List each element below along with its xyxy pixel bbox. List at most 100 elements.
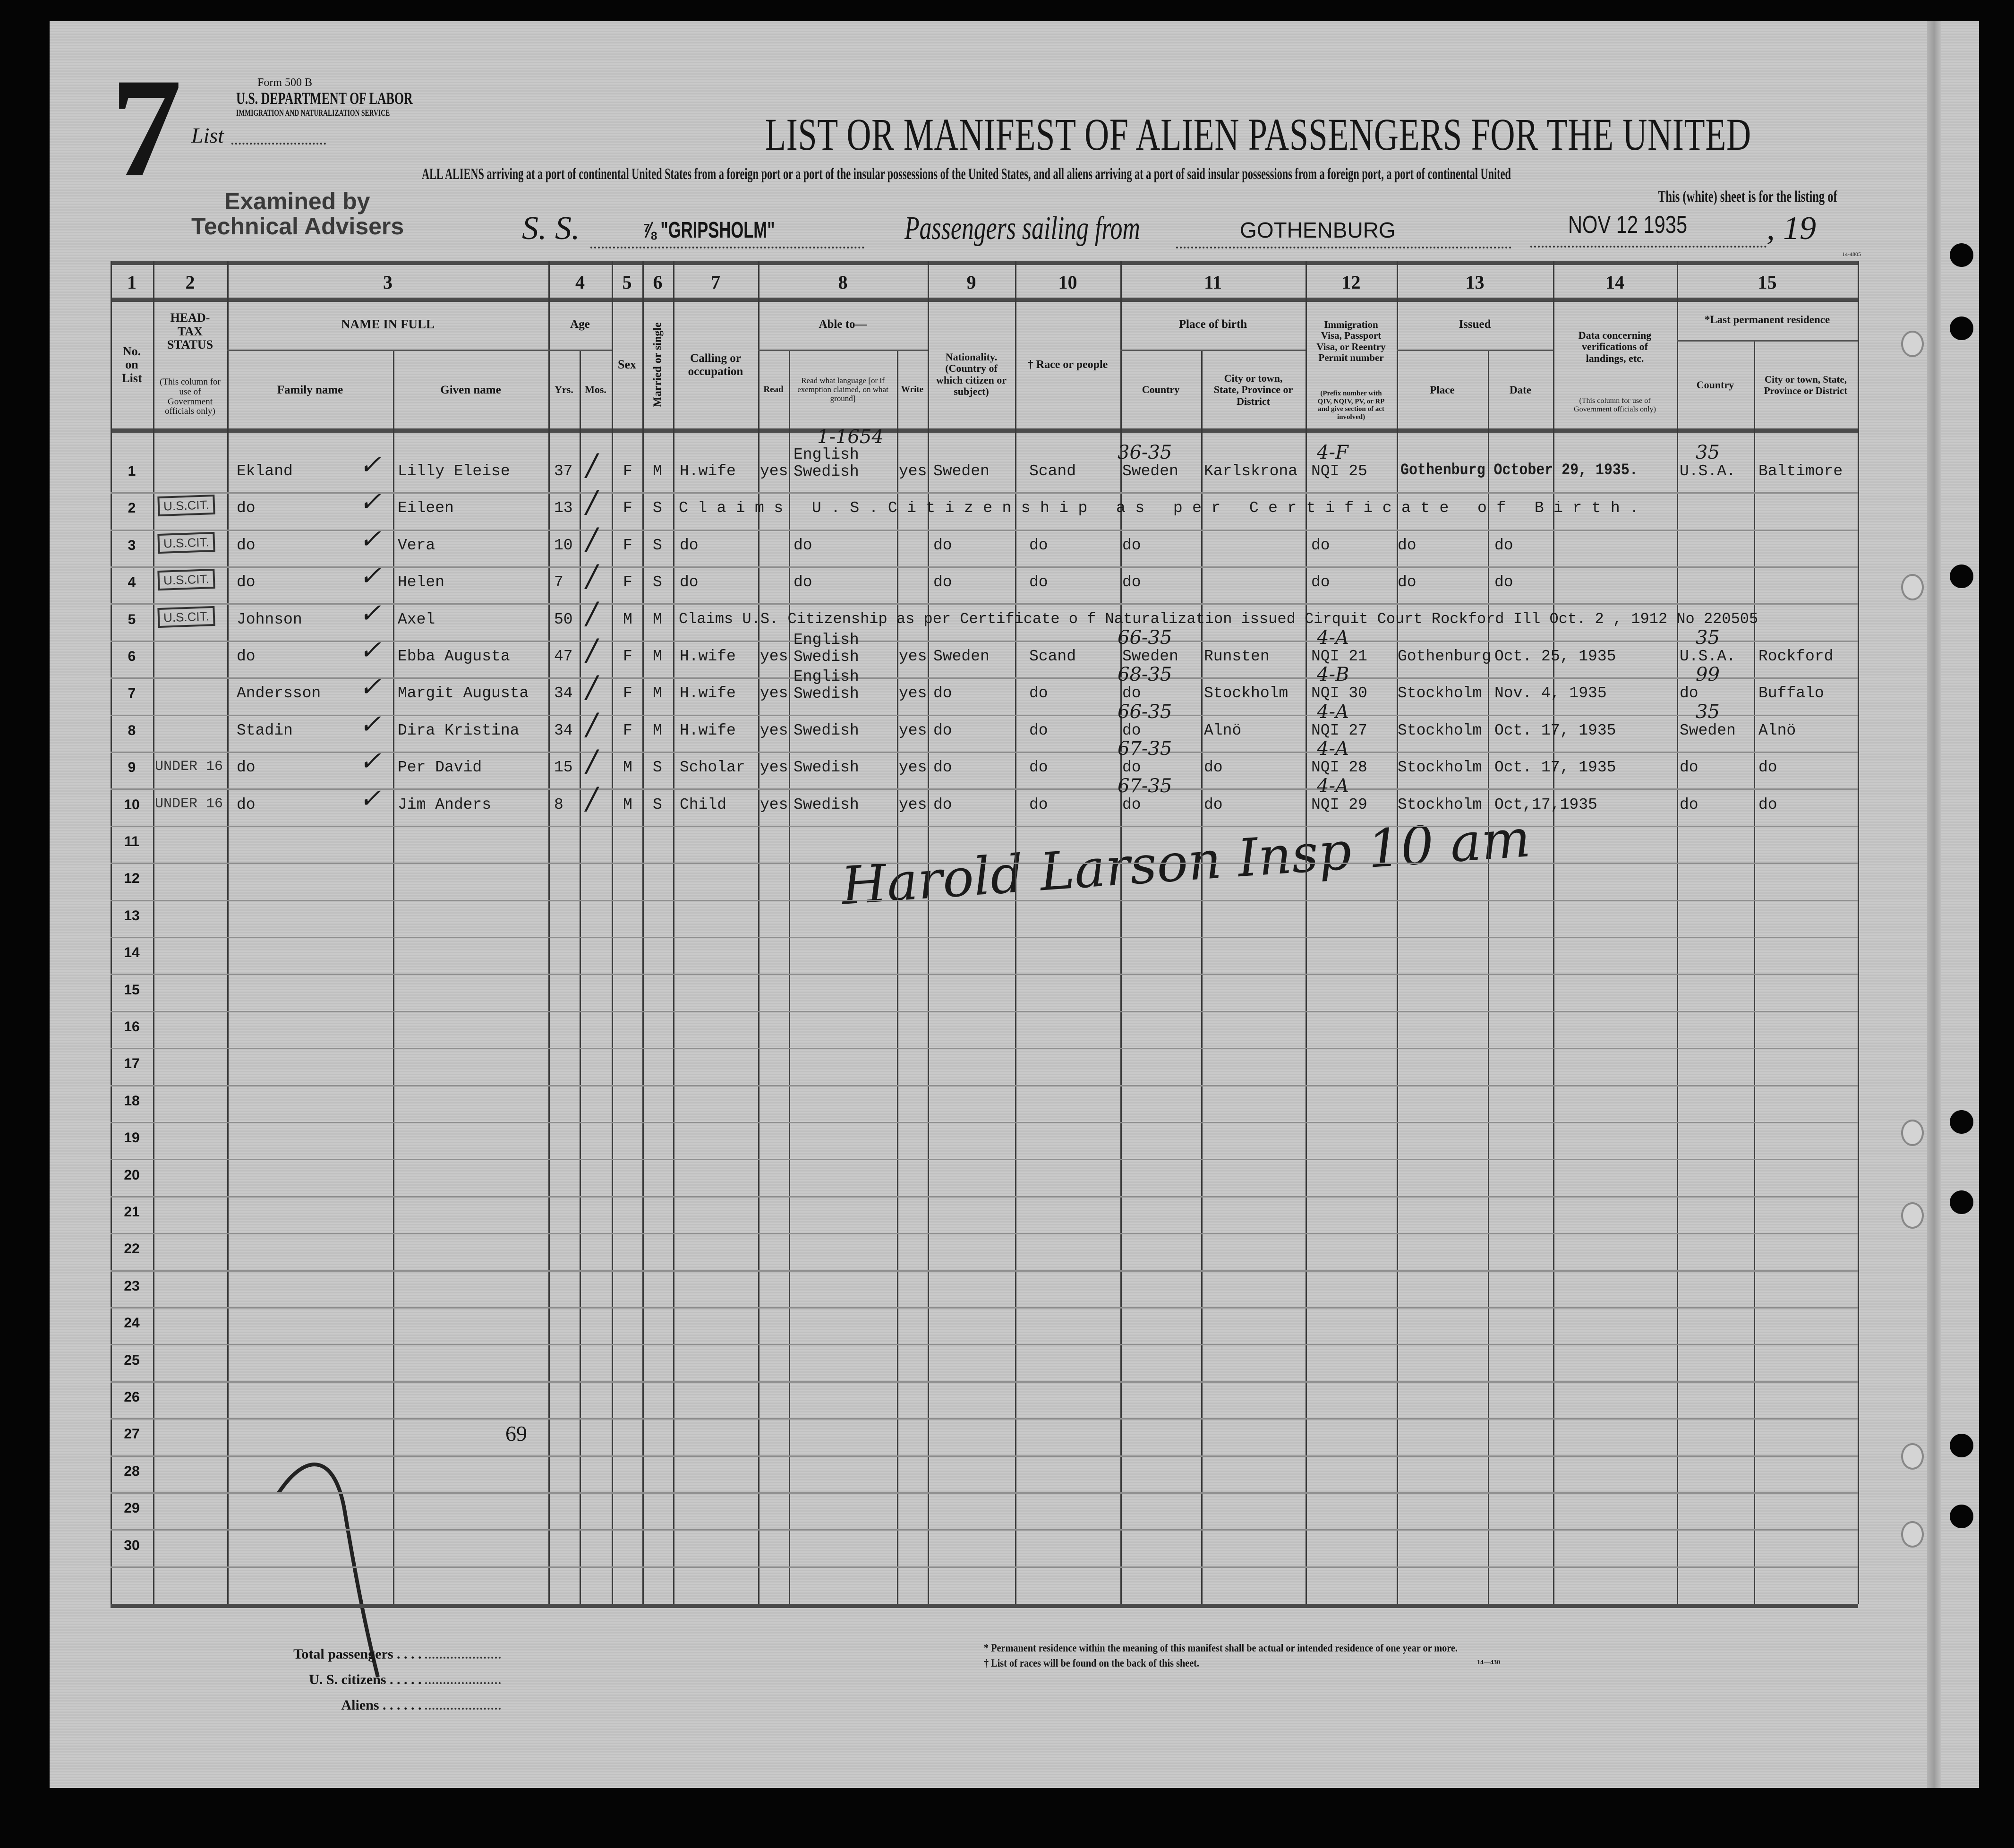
header-issued-place-text: Place — [1430, 384, 1455, 396]
cell-sex: F — [623, 536, 632, 554]
header-res-country: Country — [1677, 340, 1754, 430]
row-number: 21 — [124, 1204, 140, 1220]
table-bottom-rule — [111, 1604, 1858, 1608]
head-tax-stamp: U.S.CIT. — [157, 569, 215, 591]
row-number: 11 — [124, 834, 139, 849]
column-line — [548, 261, 550, 1604]
header-calling-text: Calling or occupation — [688, 352, 743, 378]
row-line — [111, 714, 1858, 716]
header-birth-city: City or town, State, Province or Distric… — [1201, 350, 1306, 430]
cell-sex: F — [623, 462, 632, 480]
row-number: 13 — [124, 907, 140, 924]
row-line — [111, 1233, 1858, 1235]
cell-yrs: 15 — [554, 759, 573, 777]
cell-given: Axel — [398, 610, 435, 628]
header-name-in-full: NAME IN FULL — [227, 299, 548, 350]
header-split-line — [1120, 350, 1306, 351]
check-mark-icon: ✓ — [359, 598, 381, 629]
row-line — [111, 788, 1858, 790]
column-number: 8 — [838, 272, 848, 293]
check-mark-icon: ✓ — [359, 635, 381, 666]
tally-slash-icon: / — [587, 781, 597, 816]
row-line — [111, 1048, 1858, 1050]
row-line — [111, 1492, 1858, 1494]
form-number: Form 500 B — [257, 77, 313, 89]
port-field — [1176, 246, 1511, 248]
column-subline — [1488, 350, 1489, 1604]
column-number: 15 — [1758, 272, 1777, 293]
row-line — [111, 1566, 1858, 1568]
header-res-city: City or town, State, Province or Distric… — [1754, 340, 1858, 430]
column-line — [1397, 261, 1398, 1604]
cell-family: do — [237, 536, 256, 554]
column-line — [227, 261, 229, 1604]
cell-birth-country: do — [1122, 573, 1141, 591]
header-split-line — [227, 350, 548, 351]
row-line — [111, 603, 1858, 605]
column-line — [1120, 261, 1122, 1604]
row-line — [111, 1381, 1858, 1383]
cell-visa: NQI 28 — [1311, 759, 1367, 777]
cell-issued-place: Stockholm — [1398, 721, 1482, 739]
page-fold — [1927, 21, 1941, 1788]
header-place-of-birth: Place of birth — [1120, 299, 1306, 350]
handwritten-note-visa: 4-A — [1317, 775, 1349, 797]
cell-nationality: do — [933, 536, 952, 554]
total-passengers-row: Total passengers . . . . — [189, 1642, 501, 1667]
cell-sex: F — [623, 684, 632, 702]
cell-birth-country: do — [1122, 796, 1141, 813]
list-number: 7 — [111, 49, 182, 206]
cell-remark: Claims U.S.Citizenship as per Certificat… — [679, 499, 1649, 517]
row-line — [111, 529, 1858, 531]
cell-given: Helen — [398, 573, 445, 591]
column-line — [758, 261, 760, 1604]
header-read-text: Read — [763, 385, 784, 395]
cell-visa: NQI 27 — [1311, 721, 1367, 739]
column-line — [612, 261, 613, 1604]
row-line — [111, 1455, 1858, 1457]
row-line — [111, 1529, 1858, 1531]
column-number: 6 — [653, 272, 663, 293]
row-line — [111, 1159, 1858, 1161]
column-number: 11 — [1204, 272, 1222, 293]
cell-sex: M — [623, 610, 632, 628]
column-subline — [580, 350, 581, 1604]
cell-language: Swedish — [794, 759, 859, 777]
cell-given: Dira Kristina — [398, 721, 520, 739]
check-mark-icon: ✓ — [359, 672, 381, 703]
cell-given: Vera — [398, 536, 435, 554]
cell-yrs: 47 — [554, 648, 573, 665]
column-number: 13 — [1465, 272, 1485, 293]
header-able-to: Able to— — [758, 299, 928, 350]
cell-issued-place: do — [1398, 573, 1417, 591]
header-mos: Mos. — [580, 350, 612, 430]
sheet-note: This (white) sheet is for the listing of — [1658, 188, 1837, 205]
row-number: 7 — [128, 685, 136, 702]
cell-given: Ebba Augusta — [398, 648, 510, 665]
cell-married: S — [653, 536, 662, 554]
row-line — [111, 1344, 1858, 1346]
header-head-tax-note: (This column for use of Government offic… — [153, 364, 227, 430]
cell-birth-city: Karlskrona — [1204, 462, 1298, 480]
cell-language: Swedish — [794, 796, 859, 813]
row-number: 25 — [124, 1352, 140, 1368]
cell-issued-date: do — [1494, 536, 1513, 554]
header-given-name: Given name — [393, 350, 548, 430]
cell-married: S — [653, 573, 662, 591]
cell-issued-date: Oct. 17, 1935 — [1494, 721, 1616, 739]
us-citizens-label: U. S. citizens — [309, 1672, 386, 1687]
total-passengers-label: Total passengers — [293, 1646, 393, 1662]
row-number: 6 — [128, 649, 136, 664]
handwritten-note-birth: 67-35 — [1118, 775, 1172, 797]
head-tax-stamp: U.S.CIT. — [157, 531, 215, 554]
head-tax-stamp: U.S.CIT. — [157, 606, 215, 628]
cell-family: Andersson — [237, 684, 321, 702]
cell-sex: F — [623, 573, 632, 591]
check-mark-icon: ✓ — [359, 523, 381, 555]
cell-read: yes — [760, 462, 788, 480]
handwritten-note-res: 35 — [1696, 442, 1720, 463]
year-prefix: 19 — [1783, 210, 1816, 247]
column-line — [1677, 261, 1678, 1604]
row-line — [111, 1270, 1858, 1272]
